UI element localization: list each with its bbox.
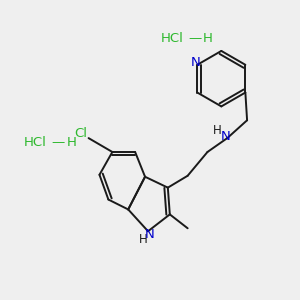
Text: N: N xyxy=(220,130,230,142)
Text: N: N xyxy=(190,56,200,69)
Text: HCl: HCl xyxy=(161,32,184,45)
Text: H: H xyxy=(203,32,213,45)
Text: H: H xyxy=(66,136,76,149)
Text: —: — xyxy=(188,32,202,45)
Text: HCl: HCl xyxy=(24,136,47,149)
Text: H: H xyxy=(139,233,147,246)
Text: N: N xyxy=(145,228,155,241)
Text: —: — xyxy=(52,136,65,149)
Text: H: H xyxy=(213,124,222,137)
Text: Cl: Cl xyxy=(74,127,87,140)
